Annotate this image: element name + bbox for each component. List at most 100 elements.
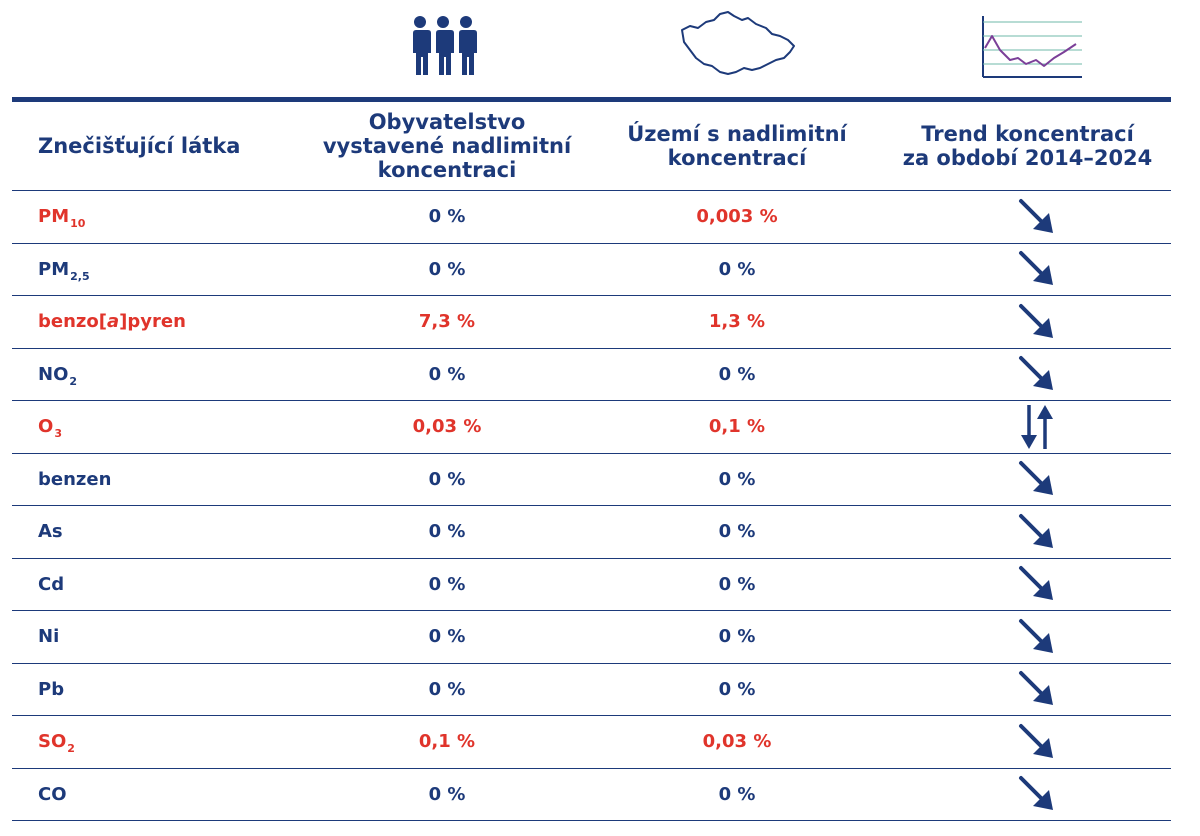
area-exceeded-cell: 0 %: [602, 349, 872, 401]
area-exceeded-value: 0 %: [718, 573, 756, 595]
pollutant-name: SO: [38, 731, 67, 753]
area-exceeded-cell: 0,003 %: [602, 191, 872, 243]
area-exceeded-cell: 0 %: [602, 611, 872, 663]
trend-cell: [972, 401, 1102, 453]
table-row: As 0 % 0 %: [12, 506, 1171, 559]
pollutant-name-cell: Pb: [38, 664, 298, 716]
population-exposed-cell: 0 %: [312, 244, 582, 296]
area-exceeded-cell: 0 %: [602, 769, 872, 821]
area-exceeded-value: 0 %: [718, 678, 756, 700]
pollutant-name-cell: PM 2,5: [38, 244, 298, 296]
czech-republic-map-icon: [676, 8, 800, 80]
population-exposed-value: 0 %: [428, 573, 466, 595]
pollutant-subscript: 2,5: [70, 269, 90, 283]
table-row: NO 2 0 % 0 %: [12, 349, 1171, 401]
header-trend-line1: Trend koncentrací: [921, 122, 1134, 146]
decreasing-arrow-icon: [1019, 618, 1053, 653]
table-row: PM 2,5 0 % 0 %: [12, 244, 1171, 296]
table-header-row: Znečišťující látka Obyvatelstvo vystaven…: [12, 102, 1171, 191]
population-exposed-value: 0 %: [428, 626, 466, 648]
area-exceeded-value: 0,1 %: [708, 416, 766, 438]
trend-cell: [972, 506, 1102, 558]
trend-cell: [972, 454, 1102, 506]
decreasing-arrow-icon: [1019, 566, 1053, 601]
population-exposed-cell: 0 %: [312, 769, 582, 821]
mixed-trend-arrows-icon: [1021, 404, 1053, 449]
population-exposed-cell: 0 %: [312, 349, 582, 401]
table-body: PM 10 0 % 0,003 % PM 2,5 0 % 0 % benzo[a]pyren 7,…: [12, 191, 1171, 821]
population-exposed-value: 0 %: [428, 363, 466, 385]
pollutant-name-cell: benzo[a]pyren: [38, 296, 298, 348]
trend-cell: [972, 349, 1102, 401]
header-icons: [0, 0, 1200, 96]
population-exposed-value: 0 %: [428, 258, 466, 280]
header-area-line1: Území s nadlimitní: [627, 122, 847, 146]
pollutant-subscript: 2: [67, 742, 75, 756]
area-exceeded-cell: 0 %: [602, 454, 872, 506]
population-exposed-value: 7,3 %: [418, 311, 476, 333]
population-exposed-cell: 0 %: [312, 611, 582, 663]
trend-cell: [972, 559, 1102, 611]
pollutant-name: As: [38, 521, 63, 543]
population-exposed-value: 0 %: [428, 206, 466, 228]
area-exceeded-cell: 0,03 %: [602, 716, 872, 768]
header-area-line2: koncentrací: [667, 146, 807, 170]
decreasing-arrow-icon: [1019, 251, 1053, 286]
trend-cell: [972, 244, 1102, 296]
pollutant-name: Ni: [38, 626, 60, 648]
population-exposed-value: 0 %: [428, 678, 466, 700]
pollutant-subscript: 3: [54, 427, 62, 441]
pollutant-name-cell: CO: [38, 769, 298, 821]
trend-cell: [972, 664, 1102, 716]
three-people-icon: [405, 14, 481, 78]
pollutant-name-italic: a: [106, 311, 120, 333]
population-exposed-value: 0,1 %: [418, 731, 476, 753]
pollutant-name: O: [38, 416, 54, 438]
header-trend-line2: za období 2014–2024: [902, 146, 1153, 170]
decreasing-arrow-icon: [1019, 513, 1053, 548]
population-exposed-cell: 0,03 %: [312, 401, 582, 453]
pollutant-name-cell: PM 10: [38, 191, 298, 243]
pollutant-name-cell: Ni: [38, 611, 298, 663]
pollutant-name-prefix: benzo[: [38, 311, 107, 333]
table-row: Cd 0 % 0 %: [12, 559, 1171, 611]
decreasing-arrow-icon: [1019, 723, 1053, 758]
population-exposed-cell: 0 %: [312, 454, 582, 506]
trend-cell: [972, 191, 1102, 243]
pollutant-name: Cd: [38, 573, 65, 595]
area-exceeded-value: 1,3 %: [708, 311, 766, 333]
area-exceeded-value: 0 %: [718, 521, 756, 543]
area-exceeded-value: 0 %: [718, 626, 756, 648]
trend-line-chart-icon: [980, 14, 1084, 80]
pollutant-name-suffix: ]pyren: [119, 311, 186, 333]
decreasing-arrow-icon: [1019, 303, 1053, 338]
area-exceeded-value: 0,03 %: [702, 731, 772, 753]
area-exceeded-value: 0,003 %: [696, 206, 778, 228]
area-exceeded-value: 0 %: [718, 468, 756, 490]
table-row: CO 0 % 0 %: [12, 769, 1171, 821]
table-row: O 3 0,03 % 0,1 %: [12, 401, 1171, 454]
header-population-line1: Obyvatelstvo: [368, 110, 526, 134]
pollutant-subscript: 2: [69, 374, 78, 388]
header-population: Obyvatelstvo vystavené nadlimitní koncen…: [312, 102, 582, 190]
area-exceeded-value: 0 %: [718, 363, 756, 385]
trend-cell: [972, 296, 1102, 348]
pollutant-name: benzen: [38, 468, 112, 490]
trend-cell: [972, 611, 1102, 663]
population-exposed-value: 0 %: [428, 468, 466, 490]
pollutant-name-cell: SO 2: [38, 716, 298, 768]
header-pollutant: Znečišťující látka: [38, 102, 328, 190]
area-exceeded-cell: 0 %: [602, 559, 872, 611]
decreasing-arrow-icon: [1019, 671, 1053, 706]
area-exceeded-cell: 0 %: [602, 244, 872, 296]
header-population-line3: koncentraci: [377, 158, 517, 182]
pollutant-subscript: 10: [70, 217, 86, 231]
pollutant-name-cell: Cd: [38, 559, 298, 611]
area-exceeded-cell: 0,1 %: [602, 401, 872, 453]
population-exposed-cell: 7,3 %: [312, 296, 582, 348]
pollutant-name: PM: [38, 258, 70, 280]
decreasing-arrow-icon: [1019, 356, 1053, 391]
pollutant-name: NO: [38, 363, 69, 385]
decreasing-arrow-icon: [1019, 461, 1053, 496]
population-exposed-cell: 0 %: [312, 559, 582, 611]
